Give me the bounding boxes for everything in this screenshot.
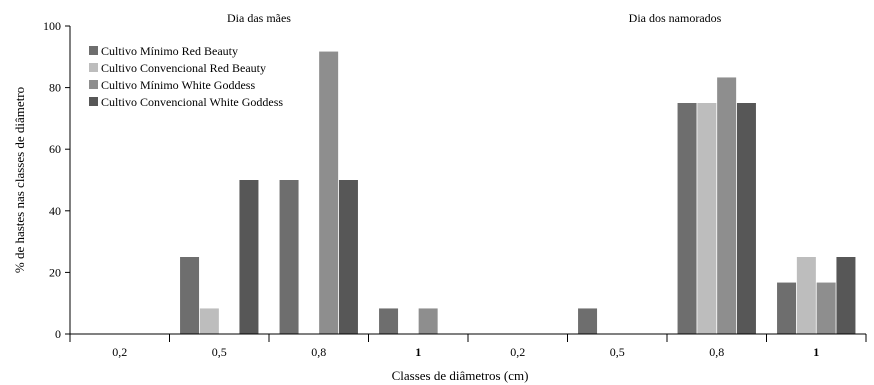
y-tick-label-0: 0: [55, 327, 61, 341]
bar-dia-das-maes-1-cultivo-minimo-white-goddess: [418, 308, 438, 334]
x-tick-label-dia-das-maes-1: 1: [415, 345, 421, 359]
y-tick-label-40: 40: [49, 204, 61, 218]
y-tick-label-20: 20: [49, 265, 61, 279]
legend: Cultivo Mínimo Red Beauty Cultivo Conven…: [89, 44, 283, 109]
bar-dia-dos-namorados-0-5-cultivo-minimo-red-beauty: [578, 308, 598, 334]
x-tick-label-dia-dos-namorados-1: 1: [813, 345, 819, 359]
bar-dia-das-maes-0-5-cultivo-minimo-red-beauty: [180, 257, 200, 334]
bar-dia-dos-namorados-0-8-cultivo-convencional-red-beauty: [697, 103, 717, 334]
x-tick-label-dia-das-maes-0-5: 0,5: [212, 345, 227, 359]
bar-dia-dos-namorados-1-cultivo-convencional-white-goddess: [836, 257, 856, 334]
x-tick-label-dia-das-maes-0-2: 0,2: [112, 345, 127, 359]
x-tick-label-dia-das-maes-0-8: 0,8: [311, 345, 326, 359]
y-tick-label-60: 60: [49, 142, 61, 156]
bar-dia-das-maes-1-cultivo-minimo-red-beauty: [379, 308, 399, 334]
legend-swatch-cultivo-convencional-red-beauty: [89, 63, 98, 72]
bar-dia-das-maes-0-8-cultivo-minimo-red-beauty: [279, 180, 299, 334]
bar-dia-dos-namorados-1-cultivo-minimo-white-goddess: [816, 282, 836, 334]
bar-dia-das-maes-0-5-cultivo-convencional-white-goddess: [239, 180, 259, 334]
x-axis-title: Classes de diâmetros (cm): [392, 368, 529, 383]
bar-dia-dos-namorados-1-cultivo-convencional-red-beauty: [796, 257, 816, 334]
panel-title-dia-dos-namorados: Dia dos namorados: [629, 11, 722, 25]
legend-swatch-cultivo-minimo-red-beauty: [89, 46, 98, 55]
legend-label-cultivo-convencional-red-beauty: Cultivo Convencional Red Beauty: [101, 61, 266, 75]
axes-layer: 0,2 0,5 0,8 1 0,2 0,5 0,8 1 0 20 40 60 80 100: [43, 19, 867, 359]
bars-layer: [180, 51, 856, 335]
y-tick-label-80: 80: [49, 81, 61, 95]
bar-dia-dos-namorados-0-8-cultivo-convencional-white-goddess: [736, 103, 756, 334]
x-tick-label-dia-dos-namorados-0-8: 0,8: [709, 345, 724, 359]
legend-label-cultivo-convencional-white-goddess: Cultivo Convencional White Goddess: [101, 95, 283, 109]
y-axis-title: % de hastes nas classes de diâmetro: [12, 87, 27, 273]
x-tick-label-dia-dos-namorados-0-5: 0,5: [610, 345, 625, 359]
bar-dia-dos-namorados-1-cultivo-minimo-red-beauty: [777, 282, 797, 334]
legend-swatch-cultivo-minimo-white-goddess: [89, 80, 98, 89]
x-tick-label-dia-dos-namorados-0-2: 0,2: [510, 345, 525, 359]
legend-label-cultivo-minimo-white-goddess: Cultivo Mínimo White Goddess: [101, 78, 255, 92]
y-tick-label-100: 100: [43, 19, 61, 33]
bar-dia-das-maes-0-8-cultivo-minimo-white-goddess: [319, 51, 339, 335]
bar-dia-das-maes-0-8-cultivo-convencional-white-goddess: [338, 180, 358, 334]
bar-dia-dos-namorados-0-8-cultivo-minimo-red-beauty: [677, 103, 697, 334]
bar-dia-das-maes-0-5-cultivo-convencional-red-beauty: [199, 308, 219, 334]
legend-swatch-cultivo-convencional-white-goddess: [89, 97, 98, 106]
panel-title-dia-das-maes: Dia das mães: [227, 11, 291, 25]
bar-dia-dos-namorados-0-8-cultivo-minimo-white-goddess: [717, 77, 737, 334]
legend-label-cultivo-minimo-red-beauty: Cultivo Mínimo Red Beauty: [101, 44, 238, 58]
